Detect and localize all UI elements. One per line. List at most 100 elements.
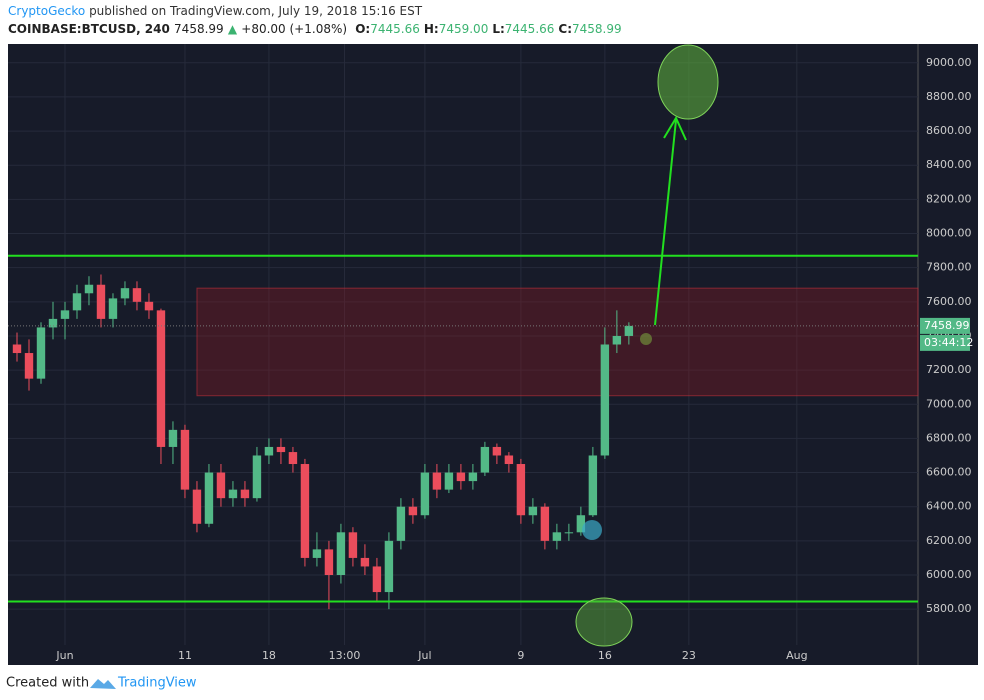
candle-body <box>108 298 118 319</box>
logo <box>90 679 116 689</box>
candle-body <box>324 549 334 575</box>
arrow <box>654 119 677 326</box>
field-label: O: <box>355 22 371 36</box>
plot <box>8 44 919 645</box>
candle-body <box>624 325 634 336</box>
field-value: 7445.66 <box>504 22 555 36</box>
zone <box>196 287 919 397</box>
candle-body <box>48 318 58 328</box>
candle-body <box>456 472 466 482</box>
y-tick-label: 7200.00 <box>926 363 972 376</box>
x-tick-label: Jul <box>417 649 431 662</box>
y-tick-label: 6200.00 <box>926 534 972 547</box>
x-tick-label: 9 <box>517 649 524 662</box>
y-tick-label: 6800.00 <box>926 431 972 444</box>
candle-body <box>432 472 442 490</box>
candle-body <box>84 284 94 294</box>
candle-body <box>36 327 46 379</box>
candle-body <box>264 446 274 456</box>
y-tick-label: 7600.00 <box>926 295 972 308</box>
arrow-head <box>663 115 687 141</box>
candle-body <box>504 455 514 465</box>
x-tick-label: 11 <box>178 649 192 662</box>
candle-body <box>120 288 130 299</box>
candle-body <box>588 455 598 516</box>
candle-body <box>240 489 250 499</box>
y-tick-label: 8000.00 <box>926 227 972 240</box>
field-value: 7459.00 <box>438 22 489 36</box>
field-value: 7458.99 <box>572 22 622 36</box>
y-tick-label: 6000.00 <box>926 568 972 581</box>
candle-body <box>348 532 358 558</box>
candle-body <box>612 335 622 345</box>
x-tick-label: Aug <box>786 649 807 662</box>
x-tick-label: 16 <box>598 649 612 662</box>
candle-body <box>336 532 346 575</box>
candle-body <box>528 506 538 516</box>
candle-body <box>420 472 430 516</box>
y-tick-label: 8600.00 <box>926 124 972 137</box>
candle-body <box>252 455 262 499</box>
candle-body <box>132 288 142 302</box>
candle-body <box>408 506 418 516</box>
y-tick-label: 6400.00 <box>926 500 972 513</box>
candle-body <box>24 353 34 379</box>
target-ellipse <box>657 44 719 120</box>
field-value: 7445.66 <box>370 22 420 36</box>
candle-body <box>492 446 502 456</box>
candle-body <box>192 489 202 524</box>
candle-body <box>144 301 154 311</box>
last-price-label: 7458.99 <box>924 319 970 332</box>
candle-body <box>216 472 226 499</box>
time-axis-bg <box>8 645 978 665</box>
candle-body <box>300 464 310 558</box>
candle-body <box>552 532 562 541</box>
candle-body <box>228 489 238 499</box>
y-tick-label: 8800.00 <box>926 90 972 103</box>
x-tick-label: 23 <box>682 649 696 662</box>
y-tick-label: 9000.00 <box>926 56 972 69</box>
publisher[interactable]: CryptoGecko <box>8 4 86 18</box>
candle-body <box>96 284 106 319</box>
candle-body <box>180 429 190 490</box>
header: CryptoGecko published on TradingView.com… <box>8 4 422 18</box>
footer-text: Created with <box>6 676 89 691</box>
candle-body <box>276 446 286 453</box>
y-tick-label: 7800.00 <box>926 261 972 274</box>
candle-body <box>72 293 82 311</box>
candle-body <box>60 310 70 319</box>
symbol: COINBASE:BTCUSD, 240 <box>8 22 170 36</box>
candle-body <box>312 549 322 558</box>
arrow: ▲ <box>227 22 238 36</box>
candle-body <box>600 344 610 456</box>
symbol-bar: COINBASE:BTCUSD, 240 7458.99 ▲ +80.00 (+… <box>8 22 622 36</box>
published-text: published on TradingView.com, July 19, 2… <box>89 4 423 18</box>
candle-body <box>204 472 214 524</box>
last-price-tag <box>920 317 970 334</box>
ohlc: O:7445.66 H:7459.00 L:7445.66 C:7458.99 <box>351 22 621 36</box>
field-label: H: <box>423 22 439 36</box>
change: +80.00 (+1.08%) <box>241 22 348 36</box>
y-tick-label: 7000.00 <box>926 397 972 410</box>
x-tick-label: Jun <box>55 649 73 662</box>
countdown: 03:44:12 <box>924 336 973 349</box>
footer-brand[interactable]: TradingView <box>117 676 197 691</box>
candle-body <box>468 472 478 482</box>
y-tick-label: 8400.00 <box>926 158 972 171</box>
candle-body <box>564 532 574 534</box>
field-label: C: <box>558 22 573 36</box>
candle-body <box>516 464 526 516</box>
candle-body <box>12 344 22 354</box>
y-tick-label: 5800.00 <box>926 602 972 615</box>
price: 7458.99 <box>174 22 224 36</box>
volume-ellipse <box>575 597 633 647</box>
countdown-tag <box>920 334 970 351</box>
candle-body <box>168 429 178 447</box>
candle-body <box>372 566 382 593</box>
candle-body <box>576 515 586 533</box>
marker <box>640 333 652 345</box>
candle-body <box>540 506 550 541</box>
candle-body <box>360 557 370 567</box>
